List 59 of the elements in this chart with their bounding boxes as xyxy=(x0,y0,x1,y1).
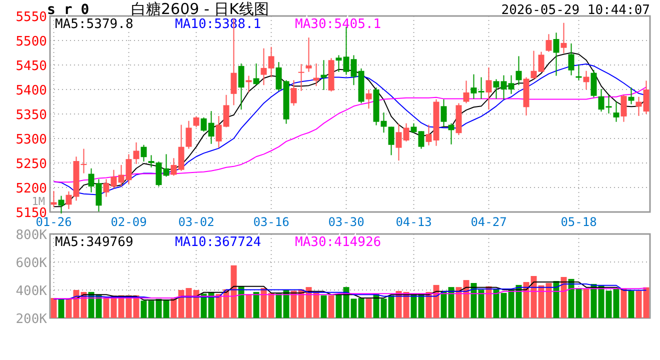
candlestick xyxy=(448,122,454,145)
candlestick xyxy=(628,87,634,105)
candlestick xyxy=(238,63,244,110)
y-tick-label: 5550 xyxy=(16,10,47,25)
x-tick-label: 03-02 xyxy=(178,215,214,229)
x-tick-label: 04-27 xyxy=(470,215,507,229)
candlestick xyxy=(290,80,297,106)
candlestick xyxy=(193,116,200,128)
candlestick xyxy=(58,195,64,214)
candlestick xyxy=(486,66,492,110)
x-tick-label: 04-13 xyxy=(396,215,432,229)
x-tick-label: 02-09 xyxy=(110,215,147,229)
y-tick-label: 5500 xyxy=(16,34,47,50)
chart-title: 白糖2609 - 日K线图 xyxy=(131,0,269,18)
candlestick xyxy=(246,75,252,93)
candlestick xyxy=(583,70,590,90)
x-tick-label: 05-18 xyxy=(560,215,597,229)
text: MA30:5405.1 xyxy=(295,17,382,32)
text: MA30:414926 xyxy=(295,235,382,250)
text: 1M xyxy=(32,195,46,208)
candlestick xyxy=(366,89,372,110)
x-tick-label: 03-30 xyxy=(328,215,364,229)
candlestick xyxy=(590,69,597,98)
y-tick-label: 5300 xyxy=(16,132,47,148)
candlestick xyxy=(306,37,312,72)
candlestick xyxy=(613,101,620,122)
y-tick-label: 5400 xyxy=(16,84,47,98)
candlestick xyxy=(620,94,627,122)
text: MA5:349769 xyxy=(55,235,134,250)
candlestick xyxy=(186,120,192,150)
text: MA10:367724 xyxy=(175,235,262,250)
y-tick-label: 400K xyxy=(16,284,48,299)
candlestick xyxy=(516,56,522,86)
candlestick xyxy=(553,32,560,76)
candlestick xyxy=(546,34,552,52)
y-tick-label: 200K xyxy=(16,312,48,327)
y-tick-label: 5450 xyxy=(16,59,47,74)
candlestick xyxy=(463,80,470,104)
text: MA5:5379.8 xyxy=(55,17,134,32)
y-tick-label: 5250 xyxy=(16,157,47,172)
line-series xyxy=(53,283,647,300)
candlestick xyxy=(440,98,447,128)
annotation: s r 0 xyxy=(47,2,90,18)
candlestick xyxy=(560,22,567,54)
candlestick xyxy=(253,63,260,86)
candlestick xyxy=(133,142,140,164)
x-tick-label: 03-16 xyxy=(253,215,290,229)
chart-subtitle: 2026-05-29 10:44:07 xyxy=(501,3,650,18)
line-series xyxy=(53,288,647,300)
candlestick xyxy=(313,63,320,87)
y-tick-label: 5200 xyxy=(16,182,47,196)
y-tick-label: 5350 xyxy=(16,108,47,123)
candlestick xyxy=(568,42,574,76)
candlestick xyxy=(140,144,147,162)
y-tick-label: 600K xyxy=(16,256,48,271)
y-tick-label: 800K xyxy=(16,228,48,243)
candlestick xyxy=(388,126,394,156)
candlestick xyxy=(50,190,57,208)
candlestick xyxy=(298,64,304,92)
